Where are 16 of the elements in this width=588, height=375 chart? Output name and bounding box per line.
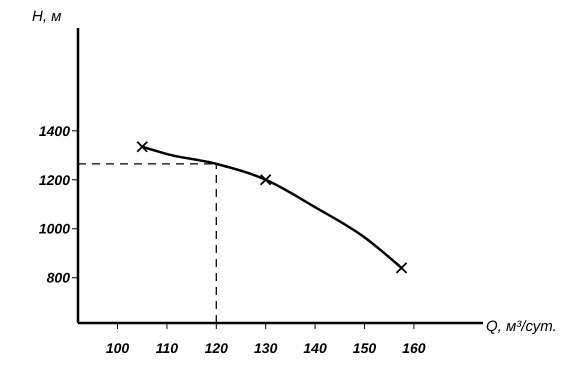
x-tick-label: 120 (204, 340, 228, 356)
x-tick-label: 110 (156, 340, 178, 356)
y-tick-label: 800 (46, 270, 70, 286)
y-tick-label: 1200 (38, 172, 70, 188)
x-tick-label: 100 (106, 340, 130, 356)
point (260, 174, 272, 186)
x-tick-label: 130 (254, 340, 278, 356)
y-axis-title: Н, м (32, 8, 62, 25)
x-tick-label: 140 (303, 340, 327, 356)
y-tick-label: 1400 (38, 122, 70, 139)
y-tick-label: 1000 (38, 220, 70, 237)
x-axis-title: Q, м³/сут. (486, 318, 557, 335)
point (136, 140, 148, 153)
point (396, 262, 408, 274)
x-tick-label: 160 (402, 340, 426, 356)
x-tick-label: 150 (352, 340, 376, 356)
